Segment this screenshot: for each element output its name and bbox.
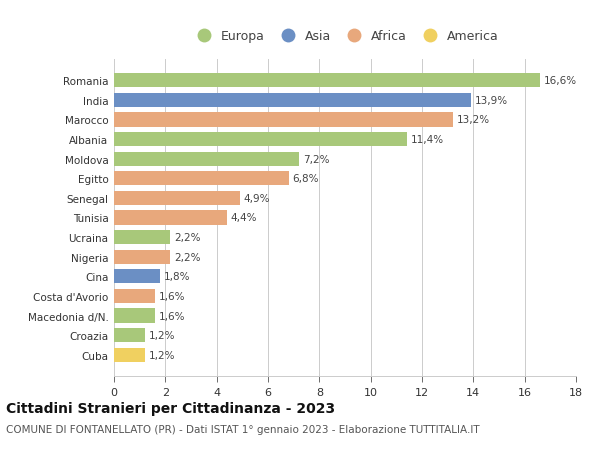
Bar [114, 191, 240, 206]
Text: 4,9%: 4,9% [244, 194, 270, 203]
Text: 6,8%: 6,8% [292, 174, 319, 184]
Text: 1,2%: 1,2% [149, 330, 175, 341]
Text: 1,8%: 1,8% [164, 272, 191, 282]
Text: 1,6%: 1,6% [159, 291, 185, 301]
Text: 2,2%: 2,2% [175, 233, 201, 242]
Bar [114, 152, 299, 167]
Bar [114, 172, 289, 186]
Text: 1,2%: 1,2% [149, 350, 175, 360]
Bar [114, 133, 407, 147]
Bar [114, 250, 170, 264]
Bar [114, 269, 160, 284]
Bar [114, 230, 170, 245]
Bar [114, 328, 145, 342]
Bar [114, 348, 145, 362]
Text: COMUNE DI FONTANELLATO (PR) - Dati ISTAT 1° gennaio 2023 - Elaborazione TUTTITAL: COMUNE DI FONTANELLATO (PR) - Dati ISTAT… [6, 424, 479, 434]
Text: 13,9%: 13,9% [475, 95, 508, 106]
Text: 1,6%: 1,6% [159, 311, 185, 321]
Text: Cittadini Stranieri per Cittadinanza - 2023: Cittadini Stranieri per Cittadinanza - 2… [6, 402, 335, 415]
Bar [114, 74, 540, 88]
Bar [114, 94, 471, 108]
Bar [114, 211, 227, 225]
Bar [114, 309, 155, 323]
Text: 2,2%: 2,2% [175, 252, 201, 262]
Bar [114, 289, 155, 303]
Text: 11,4%: 11,4% [410, 135, 443, 145]
Text: 7,2%: 7,2% [302, 154, 329, 164]
Text: 13,2%: 13,2% [457, 115, 490, 125]
Text: 4,4%: 4,4% [231, 213, 257, 223]
Bar [114, 113, 453, 127]
Text: 16,6%: 16,6% [544, 76, 577, 86]
Legend: Europa, Asia, Africa, America: Europa, Asia, Africa, America [188, 28, 502, 46]
